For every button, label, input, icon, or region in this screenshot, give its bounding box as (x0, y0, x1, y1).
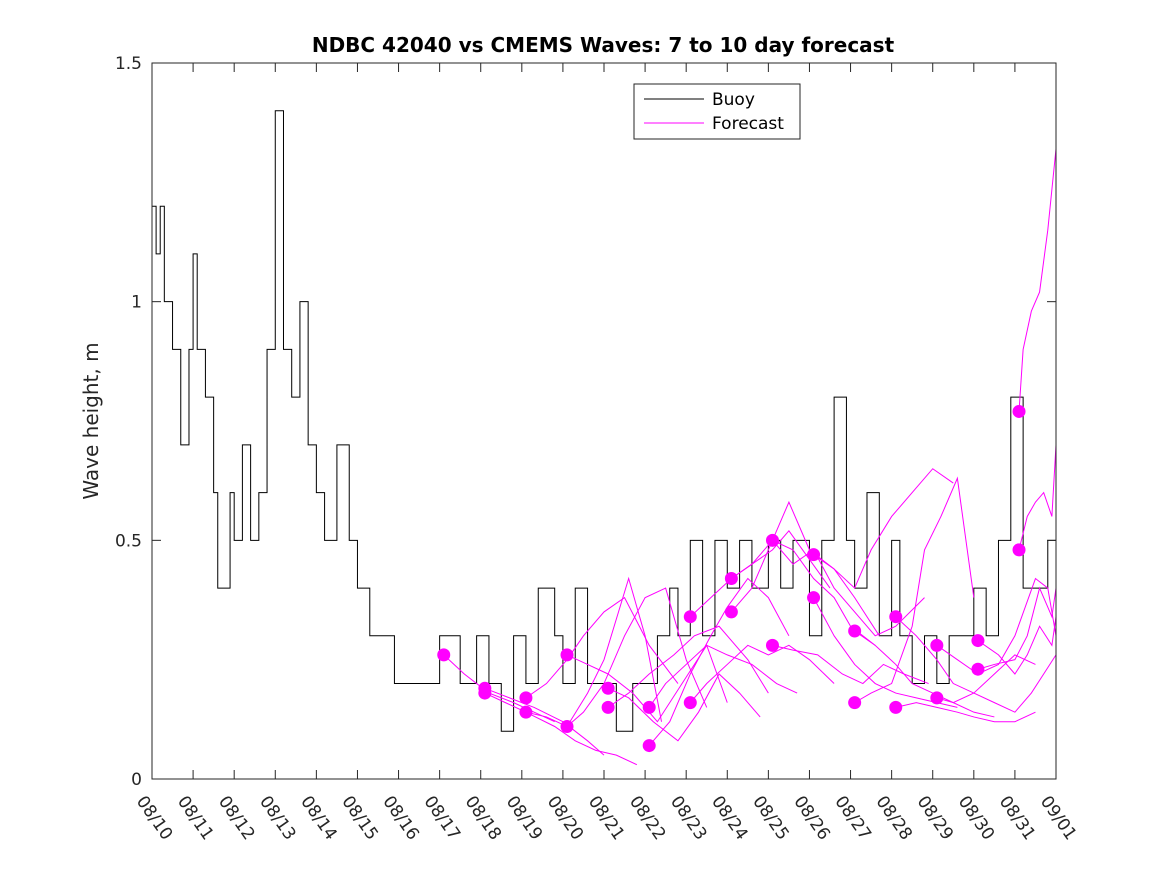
forecast-run-line (566, 587, 708, 727)
chart-title: NDBC 42040 vs CMEMS Waves: 7 to 10 day f… (312, 33, 895, 57)
forecast-start-marker (971, 662, 985, 676)
forecast-start-marker (642, 700, 656, 714)
forecast-run-line (772, 644, 929, 685)
plot-lines (152, 110, 1057, 766)
forecast-start-marker (1012, 543, 1026, 557)
forecast-run-line (1018, 444, 1057, 550)
forecast-start-marker (807, 591, 821, 605)
forecast-start-marker (478, 686, 492, 700)
forecast-run-line (854, 630, 995, 718)
legend-buoy-label: Buoy (712, 90, 755, 110)
forecast-start-marker (724, 605, 738, 619)
forecast-run-line (648, 644, 798, 708)
forecast-start-marker (889, 700, 903, 714)
forecast-start-marker (765, 638, 779, 652)
forecast-run-line (854, 476, 975, 704)
forecast-start-marker (765, 533, 779, 547)
buoy-series-line (152, 110, 1057, 732)
forecast-start-marker (683, 610, 697, 624)
forecast-start-marker (519, 705, 533, 719)
forecast-start-marker (683, 696, 697, 710)
legend-box (633, 83, 801, 140)
forecast-run-line (731, 539, 876, 646)
forecast-run-line (607, 673, 761, 742)
forecast-run-line (895, 616, 1036, 694)
forecast-run-line (648, 577, 790, 746)
forecast-run-line (772, 540, 925, 637)
forecast-start-marker (601, 700, 615, 714)
forecast-run-line (607, 625, 769, 708)
forecast-run-line (731, 500, 880, 637)
forecast-run-line (443, 654, 555, 723)
forecast-start-marker (560, 648, 574, 662)
forecast-run-line (525, 596, 679, 699)
forecast-start-marker (519, 691, 533, 705)
forecast-run-line (484, 687, 605, 756)
forecast-start-marker (930, 691, 944, 705)
forecast-start-marker (560, 719, 574, 733)
forecast-run-line (977, 586, 1057, 670)
forecast-run-line (689, 644, 835, 703)
forecast-run-line (936, 577, 1057, 675)
y-tick-label: 1 (131, 293, 142, 313)
forecast-run-line (1018, 148, 1057, 412)
y-axis-label: Wave height, m (79, 342, 103, 499)
legend: Buoy Forecast (633, 83, 801, 140)
y-tick-label: 1.5 (115, 54, 142, 74)
y-tick-label: 0.5 (115, 531, 142, 551)
forecast-start-marker (971, 634, 985, 648)
forecast-start-marker (724, 572, 738, 586)
legend-forecast-label: Forecast (712, 114, 784, 134)
forecast-run-line (977, 616, 1057, 675)
forecast-run-line (936, 654, 1057, 713)
forecast-run-line (484, 692, 638, 766)
forecast-start-marker (642, 739, 656, 753)
forecast-start-marker (1012, 404, 1026, 418)
forecast-start-marker (889, 610, 903, 624)
forecast-run-line (895, 702, 1036, 723)
forecast-start-marker (807, 548, 821, 562)
forecast-run-line (525, 576, 663, 728)
y-tick-label: 0 (131, 770, 142, 790)
forecast-start-marker (437, 648, 451, 662)
forecast-start-marker (601, 681, 615, 695)
forecast-run-line (813, 468, 954, 589)
forecast-start-marker (930, 638, 944, 652)
forecast-start-marker (848, 696, 862, 710)
forecast-start-marker (848, 624, 862, 638)
